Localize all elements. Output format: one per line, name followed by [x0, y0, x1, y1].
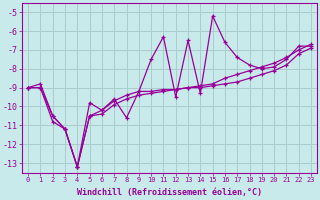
X-axis label: Windchill (Refroidissement éolien,°C): Windchill (Refroidissement éolien,°C) — [77, 188, 262, 197]
